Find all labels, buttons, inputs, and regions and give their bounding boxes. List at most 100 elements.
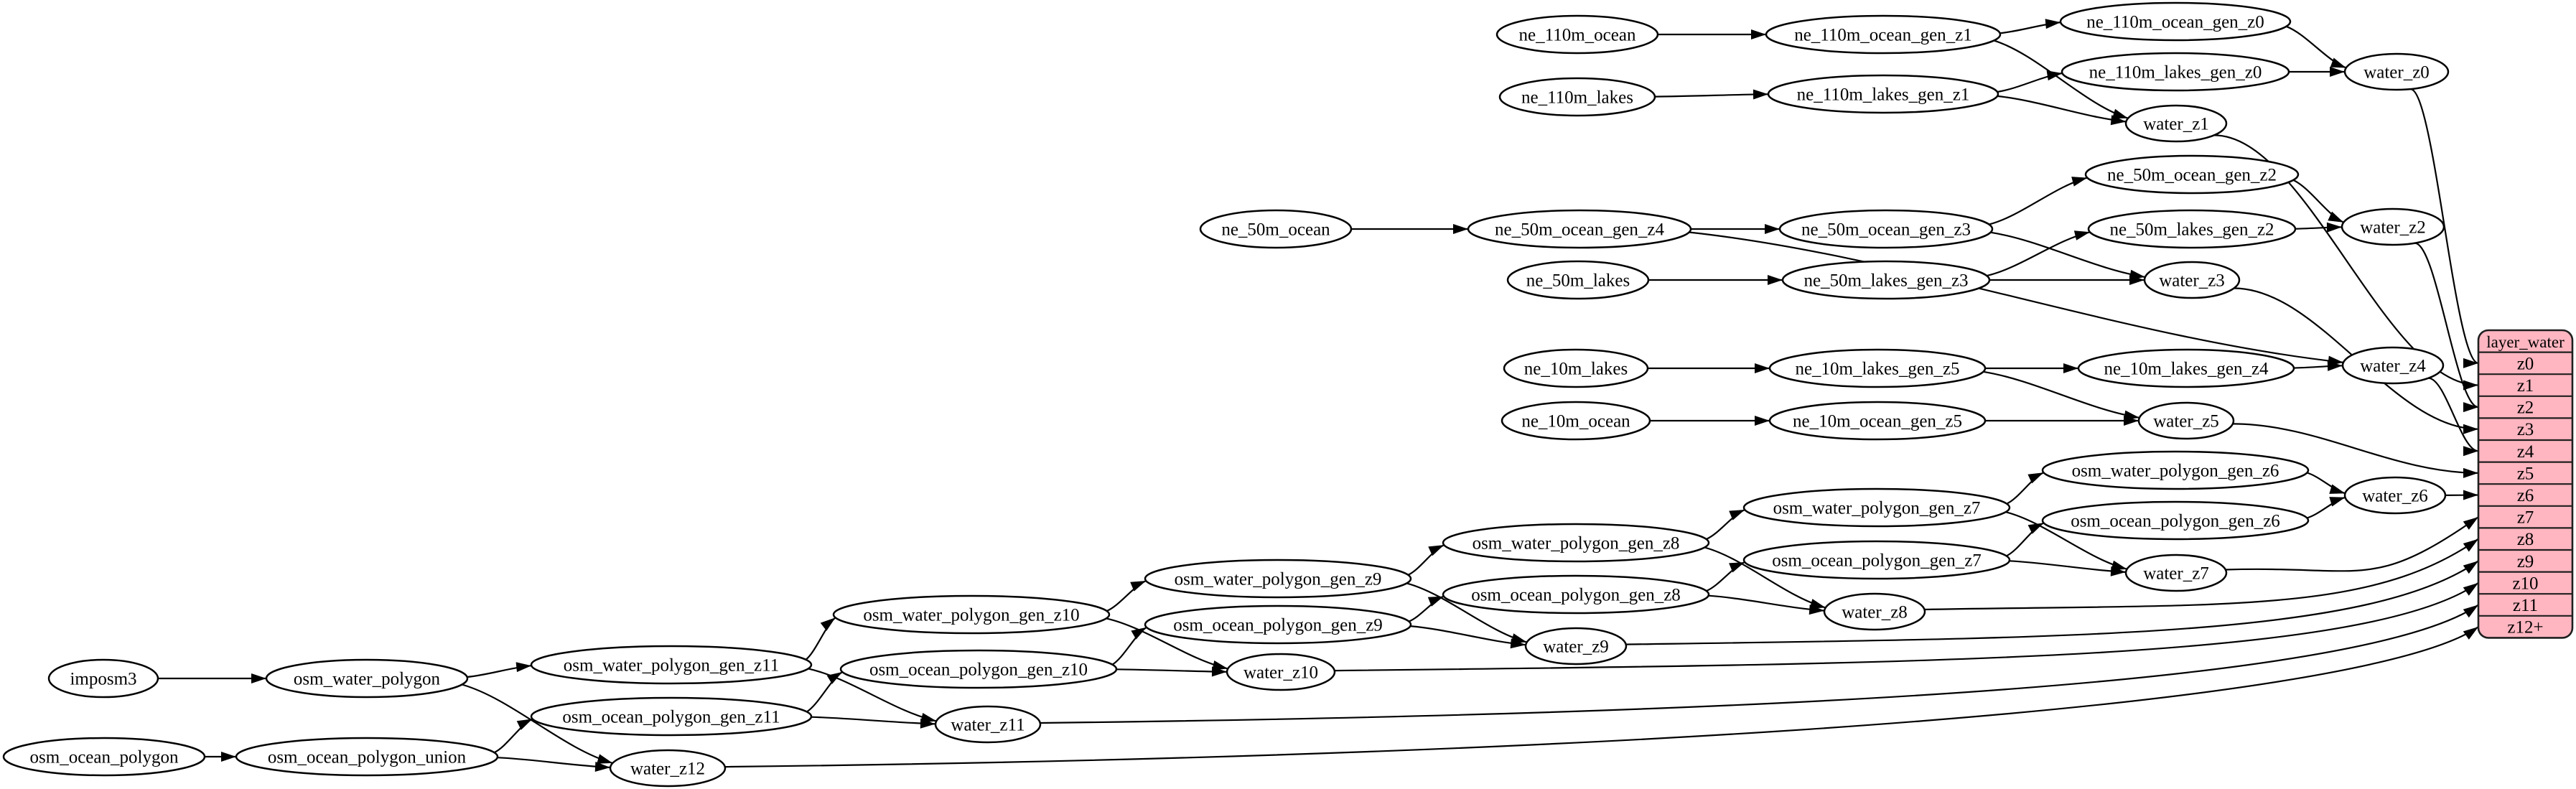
edge-osm_ocean_polygon_gen_z11-to-water_z11 <box>811 716 936 725</box>
arrowhead-ne_50m_lakes_gen_z3-to-water_z3 <box>2129 275 2145 285</box>
node-ellipse-osm_water_polygon_gen_z7 <box>1742 487 2011 528</box>
node-ellipse-ne_50m_ocean_gen_z4 <box>1467 209 1692 249</box>
node-ellipse-water_z5 <box>2137 401 2235 440</box>
arrowhead-osm_ocean_polygon_gen_z7-to-water_z7 <box>2110 566 2127 576</box>
node-label-ne_10m_lakes_gen_z5: ne_10m_lakes_gen_z5 <box>1795 360 1959 379</box>
edge-water_z9-to-layer_water-z9 <box>1625 560 2479 645</box>
arrowhead-ne_50m_ocean_gen_z2-to-water_z2 <box>2328 211 2344 223</box>
arrowhead-osm_water_polygon_gen_z6-to-water_z6 <box>2329 484 2346 494</box>
record-title: layer_water <box>2486 333 2565 351</box>
arrowhead-imposm3-to-osm_water_polygon <box>251 673 266 683</box>
record-row-z1: z1 <box>2517 376 2534 396</box>
node-osm_ocean_polygon_union: osm_ocean_polygon_union <box>235 737 499 777</box>
node-label-water_z6: water_z6 <box>2362 487 2428 506</box>
arrowhead-osm_ocean_polygon_gen_z8-to-osm_ocean_polygon_gen_z7 <box>1729 562 1745 573</box>
arrowhead-osm_ocean_polygon_gen_z9-to-water_z9 <box>1510 638 1526 649</box>
arrowhead-ne_110m_ocean_gen_z1-to-ne_110m_ocean_gen_z0 <box>2045 19 2061 29</box>
node-ellipse-ne_10m_lakes_gen_z5 <box>1768 348 1987 388</box>
edge-water_z8-to-layer_water-z8 <box>1924 538 2479 611</box>
node-ne_50m_ocean_gen_z4: ne_50m_ocean_gen_z4 <box>1467 209 1692 249</box>
node-label-water_z7: water_z7 <box>2143 564 2209 584</box>
record-row-z0: z0 <box>2517 354 2534 373</box>
node-ne_110m_ocean: ne_110m_ocean <box>1495 14 1659 55</box>
node-ellipse-osm_ocean_polygon_gen_z6 <box>2041 500 2310 541</box>
node-osm_water_polygon_gen_z8: osm_water_polygon_gen_z8 <box>1442 523 1710 563</box>
arrowhead-water_z3-to-layer_water-z3 <box>2463 424 2478 434</box>
arrowhead-water_z11-to-layer_water-z11 <box>2463 604 2478 618</box>
node-water_z8: water_z8 <box>1823 592 1926 631</box>
node-label-osm_water_polygon: osm_water_polygon <box>294 670 441 689</box>
arrowhead-ne_50m_ocean_gen_z4-to-ne_50m_ocean_gen_z3 <box>1765 224 1780 234</box>
arrowhead-ne_110m_lakes_gen_z1-to-water_z1 <box>2110 115 2127 126</box>
edge-ne_10m_lakes_gen_z5-to-water_z5 <box>1983 370 2140 419</box>
edge-water_z5-to-layer_water-z5 <box>2232 423 2479 474</box>
edge-water_z2-to-layer_water-z2 <box>2414 242 2479 408</box>
node-ellipse-osm_ocean_polygon_gen_z8 <box>1442 574 1710 615</box>
arrowhead-osm_ocean_polygon_union-to-osm_ocean_polygon_gen_z11 <box>516 719 533 730</box>
node-osm_ocean_polygon_gen_z10: osm_ocean_polygon_gen_z10 <box>839 649 1118 689</box>
node-label-ne_50m_lakes_gen_z2: ne_50m_lakes_gen_z2 <box>2109 220 2274 240</box>
node-ne_110m_lakes_gen_z0: ne_110m_lakes_gen_z0 <box>2061 52 2290 92</box>
edge-ne_110m_ocean_gen_z1-to-water_z1 <box>1993 39 2129 119</box>
node-osm_ocean_polygon_gen_z6: osm_ocean_polygon_gen_z6 <box>2041 500 2310 541</box>
node-ellipse-ne_10m_ocean_gen_z5 <box>1768 401 1987 441</box>
arrowhead-ne_110m_ocean-to-ne_110m_ocean_gen_z1 <box>1751 29 1766 39</box>
node-osm_ocean_polygon_gen_z9: osm_ocean_polygon_gen_z9 <box>1144 604 1412 645</box>
arrowhead-ne_110m_lakes_gen_z0-to-water_z0 <box>2330 67 2345 77</box>
edge-water_z7-to-layer_water-z7 <box>2225 516 2479 572</box>
node-osm_ocean_polygon_gen_z8: osm_ocean_polygon_gen_z8 <box>1442 574 1710 615</box>
node-label-ne_110m_lakes: ne_110m_lakes <box>1521 88 1633 108</box>
arrowhead-osm_water_polygon_gen_z8-to-osm_water_polygon_gen_z7 <box>1729 510 1745 520</box>
record-row-z9: z9 <box>2517 552 2534 571</box>
node-label-ne_110m_lakes_gen_z0: ne_110m_lakes_gen_z0 <box>2089 63 2262 83</box>
node-water_z5: water_z5 <box>2137 401 2235 440</box>
arrowhead-water_z12-to-layer_water-z12+ <box>2463 627 2478 640</box>
node-label-osm_ocean_polygon: osm_ocean_polygon <box>30 748 179 767</box>
node-layer: ne_110m_ocean ne_110m_ocean_gen_z1 ne_110m… <box>2 1 2450 788</box>
node-label-imposm3: imposm3 <box>70 670 136 689</box>
node-ellipse-osm_water_polygon_gen_z6 <box>2041 450 2310 490</box>
node-ne_50m_lakes_gen_z2: ne_50m_lakes_gen_z2 <box>2087 209 2297 249</box>
node-ne_50m_ocean_gen_z2: ne_50m_ocean_gen_z2 <box>2084 154 2300 195</box>
edge-ne_110m_lakes_gen_z1-to-water_z1 <box>1997 95 2127 123</box>
arrowhead-ne_50m_lakes_gen_z2-to-water_z2 <box>2326 222 2342 233</box>
arrowhead-water_z8-to-layer_water-z8 <box>2463 538 2478 552</box>
node-ellipse-osm_water_polygon_gen_z8 <box>1442 523 1710 563</box>
node-label-osm_ocean_polygon_gen_z9: osm_ocean_polygon_gen_z9 <box>1173 616 1383 635</box>
node-label-ne_50m_lakes: ne_50m_lakes <box>1526 271 1630 291</box>
node-label-osm_ocean_polygon_gen_z10: osm_ocean_polygon_gen_z10 <box>869 660 1088 680</box>
node-label-water_z12: water_z12 <box>630 760 705 779</box>
node-label-ne_50m_lakes_gen_z3: ne_50m_lakes_gen_z3 <box>1803 271 1968 291</box>
arrowhead-osm_water_polygon_gen_z10-to-water_z10 <box>1212 660 1228 671</box>
record-row-z3: z3 <box>2517 420 2534 439</box>
arrowhead-osm_ocean_polygon_gen_z7-to-osm_ocean_polygon_gen_z6 <box>2027 523 2044 534</box>
arrowhead-osm_ocean_polygon_gen_z10-to-osm_ocean_polygon_gen_z9 <box>1131 627 1147 640</box>
arrowhead-water_z0-to-layer_water-z0 <box>2463 358 2478 368</box>
arrowhead-ne_110m_lakes-to-ne_110m_lakes_gen_z1 <box>1753 89 1768 100</box>
node-label-osm_water_polygon_gen_z6: osm_water_polygon_gen_z6 <box>2072 462 2279 481</box>
node-label-osm_ocean_polygon_union: osm_ocean_polygon_union <box>268 748 467 767</box>
node-ellipse-osm_ocean_polygon <box>2 737 206 777</box>
arrowhead-water_z2-to-layer_water-z2 <box>2463 402 2478 413</box>
node-ellipse-ne_50m_ocean <box>1199 209 1353 249</box>
arrowhead-osm_water_polygon-to-water_z12 <box>597 754 613 764</box>
node-label-ne_10m_ocean_gen_z5: ne_10m_ocean_gen_z5 <box>1793 412 1962 431</box>
node-osm_water_polygon: osm_water_polygon <box>265 658 469 699</box>
arrowhead-osm_water_polygon_gen_z7-to-osm_water_polygon_gen_z6 <box>2027 472 2044 484</box>
arrowhead-osm_ocean_polygon-to-osm_ocean_polygon_union <box>221 752 236 762</box>
node-ellipse-ne_10m_lakes <box>1503 348 1649 388</box>
node-label-ne_10m_lakes_gen_z4: ne_10m_lakes_gen_z4 <box>2104 360 2269 379</box>
node-ellipse-osm_ocean_polygon_gen_z11 <box>530 696 813 737</box>
node-label-osm_water_polygon_gen_z8: osm_water_polygon_gen_z8 <box>1473 534 1680 554</box>
node-ne_10m_lakes: ne_10m_lakes <box>1503 348 1649 388</box>
edge-osm_water_polygon_gen_z11-to-water_z11 <box>808 668 937 722</box>
arrowhead-ne_10m_lakes-to-ne_10m_lakes_gen_z5 <box>1755 363 1770 373</box>
edge-osm_ocean_polygon_gen_z10-to-water_z10 <box>1116 668 1228 673</box>
arrowhead-ne_50m_ocean-to-ne_50m_ocean_gen_z4 <box>1453 224 1468 234</box>
node-ne_110m_ocean_gen_z0: ne_110m_ocean_gen_z0 <box>2059 1 2292 42</box>
node-osm_water_polygon_gen_z9: osm_water_polygon_gen_z9 <box>1144 559 1412 599</box>
arrowhead-osm_ocean_polygon_gen_z9-to-osm_ocean_polygon_gen_z8 <box>1427 596 1444 607</box>
node-ellipse-ne_50m_ocean_gen_z3 <box>1778 209 1994 249</box>
record-row-z5: z5 <box>2517 464 2534 483</box>
